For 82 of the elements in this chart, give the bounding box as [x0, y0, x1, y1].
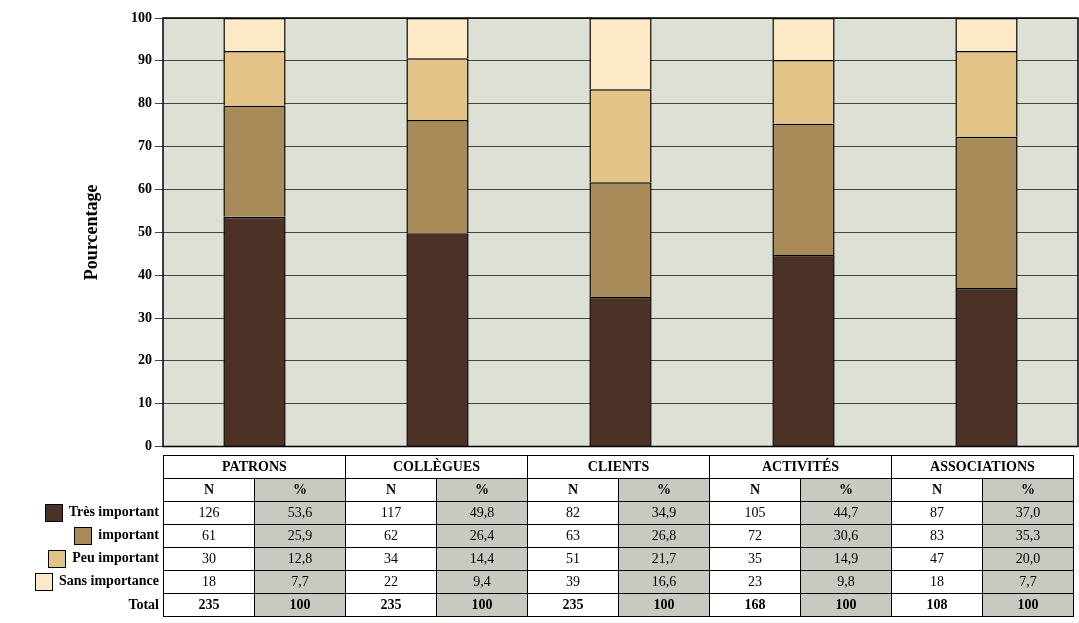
text: 51 — [527, 547, 619, 571]
y-tick-label: 20 — [138, 352, 152, 368]
data-label: 53,6 — [254, 501, 346, 525]
text: 100 — [800, 593, 892, 617]
legend-label: important — [97, 526, 160, 545]
text: 83 — [891, 524, 983, 548]
text: 168 — [709, 593, 801, 617]
data-label: 7,7 — [982, 570, 1074, 594]
text: N — [385, 482, 397, 497]
y-tick-label: 70 — [138, 138, 152, 154]
y-axis-title: Pourcentage — [81, 184, 102, 281]
data-label: 14,4 — [436, 547, 528, 571]
text: % — [657, 482, 671, 497]
data-label: 16,6 — [618, 570, 710, 594]
data-label: 44,7 — [800, 501, 892, 525]
text: 30 — [163, 547, 255, 571]
text: N — [931, 482, 943, 497]
y-tick-label: 50 — [138, 223, 152, 239]
legend-label: Peu important — [71, 549, 160, 568]
data-label: 12,8 — [254, 547, 346, 571]
text: 61 — [163, 524, 255, 548]
text: N — [749, 482, 761, 497]
y-tick-label: 30 — [138, 309, 152, 325]
data-label: 7,7 — [254, 570, 346, 594]
text: 117 — [345, 501, 437, 525]
text: 22 — [345, 570, 437, 594]
data-label: 20,0 — [982, 547, 1074, 571]
text: N — [567, 482, 579, 497]
data-label: 9,4 — [436, 570, 528, 594]
legend-label: Sans importance — [58, 572, 160, 591]
text: 47 — [891, 547, 983, 571]
data-label: 14,9 — [800, 547, 892, 571]
y-tick-label: 90 — [138, 52, 152, 68]
text: Total — [127, 596, 160, 614]
x-tick-label: ASSOCIATIONS — [891, 455, 1074, 479]
text: 105 — [709, 501, 801, 525]
data-label: 21,7 — [618, 547, 710, 571]
text: 82 — [527, 501, 619, 525]
text: 235 — [345, 593, 437, 617]
text: 87 — [891, 501, 983, 525]
text: 126 — [163, 501, 255, 525]
data-label: 26,8 — [618, 524, 710, 548]
x-tick-label: COLLÈGUES — [345, 455, 528, 479]
text: 100 — [982, 593, 1074, 617]
text: 100 — [254, 593, 346, 617]
text: 235 — [527, 593, 619, 617]
text: 35 — [709, 547, 801, 571]
y-tick-label: 40 — [138, 266, 152, 282]
x-tick-label: ACTIVITÉS — [709, 455, 892, 479]
legend-label: Très important — [67, 503, 160, 522]
data-label: 49,8 — [436, 501, 528, 525]
data-label: 25,9 — [254, 524, 346, 548]
y-tick-label: 60 — [138, 181, 152, 197]
text: 100 — [436, 593, 528, 617]
x-tick-label: PATRONS — [163, 455, 346, 479]
text: 235 — [163, 593, 255, 617]
text: % — [254, 478, 346, 502]
y-tick-label: 100 — [131, 9, 152, 25]
text: 39 — [527, 570, 619, 594]
text: N — [163, 478, 255, 502]
text: 34 — [345, 547, 437, 571]
text: % — [1021, 482, 1035, 497]
text: 108 — [891, 593, 983, 617]
text: 23 — [709, 570, 801, 594]
data-label: 9,8 — [800, 570, 892, 594]
text: 18 — [163, 570, 255, 594]
data-label: 30,6 — [800, 524, 892, 548]
text: 72 — [709, 524, 801, 548]
text: % — [839, 482, 853, 497]
y-tick-label: 10 — [138, 395, 152, 411]
data-label: 34,9 — [618, 501, 710, 525]
data-label: 37,0 — [982, 501, 1074, 525]
data-label: 26,4 — [436, 524, 528, 548]
text: % — [475, 482, 489, 497]
text: 62 — [345, 524, 437, 548]
text: 63 — [527, 524, 619, 548]
data-label: 35,3 — [982, 524, 1074, 548]
y-tick-label: 80 — [138, 95, 152, 111]
text: 100 — [618, 593, 710, 617]
text: 18 — [891, 570, 983, 594]
x-tick-label: CLIENTS — [527, 455, 710, 479]
y-tick-label: 0 — [145, 438, 152, 454]
